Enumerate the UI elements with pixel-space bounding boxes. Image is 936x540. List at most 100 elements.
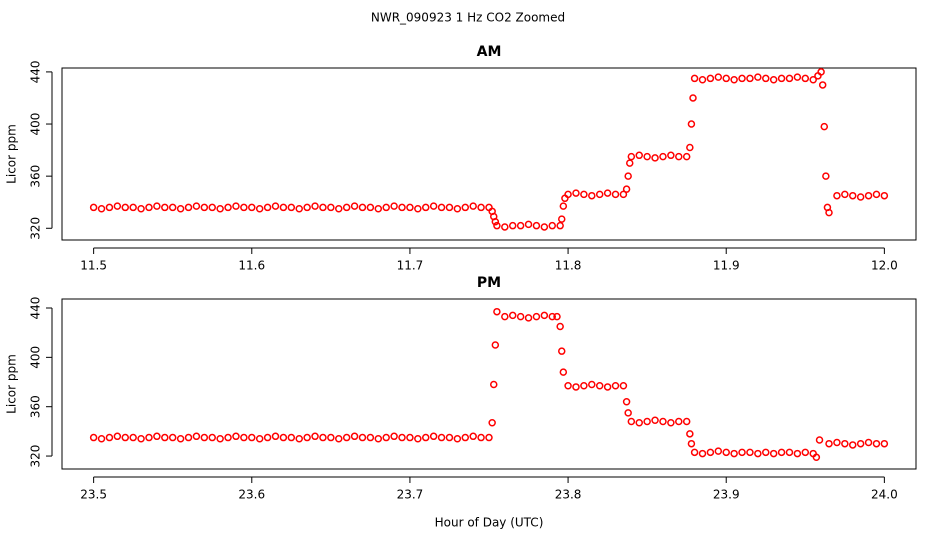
data-point <box>825 439 833 448</box>
data-point <box>491 218 500 226</box>
data-point <box>192 432 201 441</box>
data-point <box>557 347 566 355</box>
data-point <box>311 202 319 210</box>
data-point <box>113 432 122 441</box>
data-point <box>137 435 145 443</box>
data-point <box>820 122 829 131</box>
data-point <box>248 203 256 212</box>
data-point <box>785 74 794 83</box>
data-point <box>754 73 762 81</box>
data-point <box>374 435 383 443</box>
data-point <box>689 94 697 102</box>
data-point <box>864 438 873 447</box>
data-point <box>687 439 696 448</box>
data-point <box>801 74 810 83</box>
data-point <box>145 433 153 442</box>
data-point <box>240 433 248 442</box>
data-point <box>817 68 825 76</box>
data-point <box>557 215 566 223</box>
data-point <box>856 439 865 448</box>
data-point <box>635 151 643 160</box>
data-point <box>208 203 216 212</box>
data-point <box>706 74 715 83</box>
data-point <box>548 312 557 321</box>
data-point <box>453 435 462 443</box>
x-tick-label: 23.6 <box>238 488 265 502</box>
data-point <box>168 433 177 442</box>
data-point <box>556 322 564 331</box>
x-tick-label: 24.0 <box>871 488 898 502</box>
data-point <box>461 433 470 442</box>
data-point <box>611 381 620 390</box>
data-point <box>153 202 161 210</box>
data-point <box>374 204 383 213</box>
data-point <box>706 448 715 457</box>
data-point <box>785 448 794 457</box>
data-point <box>762 448 770 457</box>
data-point <box>556 221 564 230</box>
data-point <box>382 433 390 442</box>
data-point <box>97 204 106 213</box>
data-point <box>698 449 707 458</box>
data-point <box>603 383 612 391</box>
data-point <box>184 433 193 442</box>
data-point <box>822 172 830 180</box>
data-point <box>588 191 596 200</box>
data-point <box>491 341 500 349</box>
data-point <box>232 202 240 210</box>
data-point <box>825 208 833 217</box>
data-point <box>153 432 161 441</box>
data-point <box>129 433 137 442</box>
data-point <box>366 433 375 442</box>
data-point <box>777 448 786 457</box>
data-point <box>429 202 438 210</box>
data-point <box>342 203 351 212</box>
data-point <box>690 448 699 457</box>
data-point <box>216 204 224 213</box>
data-point <box>453 204 462 213</box>
x-axis-label: Hour of Day (UTC) <box>435 516 544 530</box>
data-point <box>864 191 873 200</box>
data-point <box>445 203 454 212</box>
data-point <box>746 448 754 457</box>
data-point <box>485 433 493 442</box>
y-tick-label: 360 <box>29 395 43 418</box>
data-point <box>255 204 264 213</box>
data-point <box>89 203 98 212</box>
data-point <box>224 433 232 442</box>
data-point <box>722 74 730 83</box>
data-point <box>508 311 517 320</box>
y-tick-label: 400 <box>29 113 43 136</box>
data-point <box>493 307 501 316</box>
data-point <box>303 203 311 212</box>
data-point <box>754 449 762 458</box>
data-point <box>622 185 631 193</box>
data-point <box>643 152 651 161</box>
data-point <box>815 436 824 444</box>
data-point <box>746 74 754 83</box>
data-point <box>572 189 580 197</box>
data-point <box>248 433 256 442</box>
panel-title: AM <box>477 44 502 60</box>
data-point <box>564 381 572 390</box>
data-point <box>624 172 632 180</box>
data-point <box>121 433 130 442</box>
data-point <box>224 203 232 212</box>
data-point <box>477 203 485 212</box>
data-point <box>398 433 406 442</box>
data-point <box>488 418 496 427</box>
data-point <box>603 189 612 197</box>
data-point <box>390 432 398 441</box>
data-point <box>200 433 209 442</box>
x-tick-label: 11.9 <box>713 259 740 273</box>
data-point <box>161 433 169 442</box>
data-point <box>682 152 691 161</box>
data-point <box>559 202 568 210</box>
data-point <box>524 314 533 322</box>
data-point <box>232 432 240 441</box>
data-point <box>622 398 631 406</box>
data-point <box>216 435 224 443</box>
y-axis-label: Licor ppm <box>5 354 19 414</box>
data-point <box>311 432 319 441</box>
data-point <box>113 202 122 210</box>
